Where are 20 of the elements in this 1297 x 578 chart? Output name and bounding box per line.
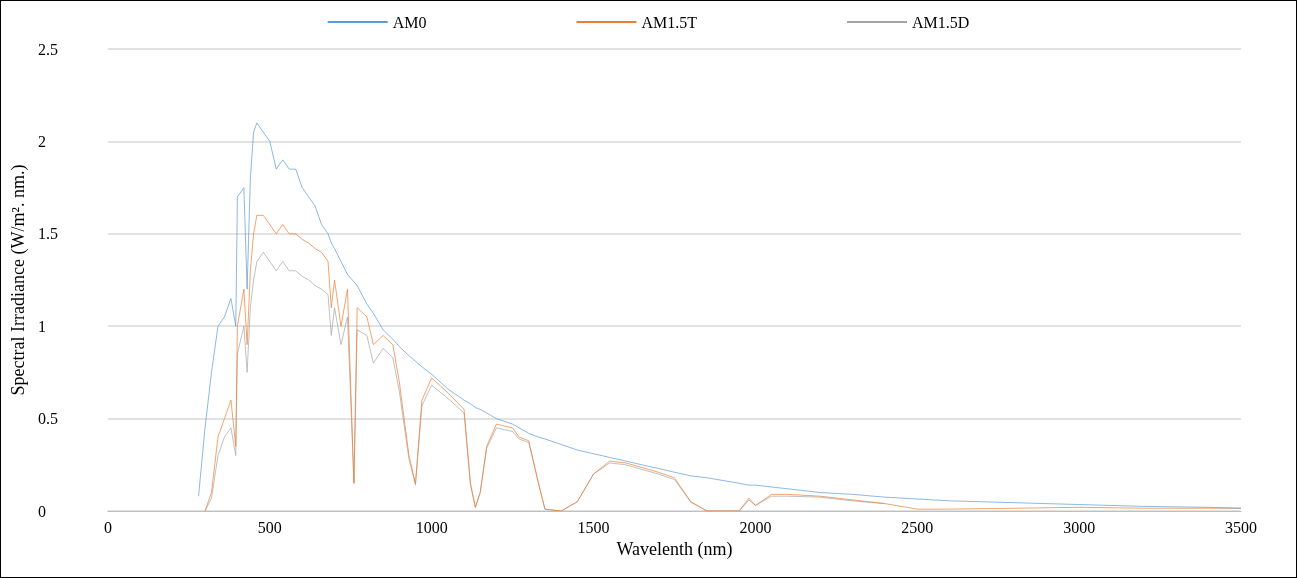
x-tick-label: 0	[103, 518, 112, 536]
x-tick-label: 500	[257, 518, 282, 536]
y-tick-label: 1	[37, 317, 46, 335]
x-tick-label: 2000	[739, 518, 772, 536]
x-tick-label: 3500	[1225, 518, 1257, 536]
legend-label: AM1.5T	[641, 13, 698, 31]
y-tick-label: 1.5	[37, 225, 58, 243]
x-tick-label: 3000	[1063, 518, 1096, 536]
x-tick-label: 1500	[577, 518, 610, 536]
legend-label: AM0	[392, 13, 427, 31]
y-tick-label: 2	[37, 132, 46, 150]
y-tick-label: 0	[37, 502, 46, 520]
y-axis-title: Spectral Irradiance (W/m². nm.)	[8, 164, 29, 396]
y-tick-label: 0.5	[37, 410, 58, 428]
x-axis-title: Wavelenth (nm)	[616, 538, 733, 560]
x-tick-label: 1000	[415, 518, 448, 536]
y-tick-label: 2.5	[37, 40, 58, 58]
line-series	[198, 122, 1242, 509]
legend-label: AM1.5D	[912, 13, 970, 31]
x-tick-label: 2500	[901, 518, 934, 536]
